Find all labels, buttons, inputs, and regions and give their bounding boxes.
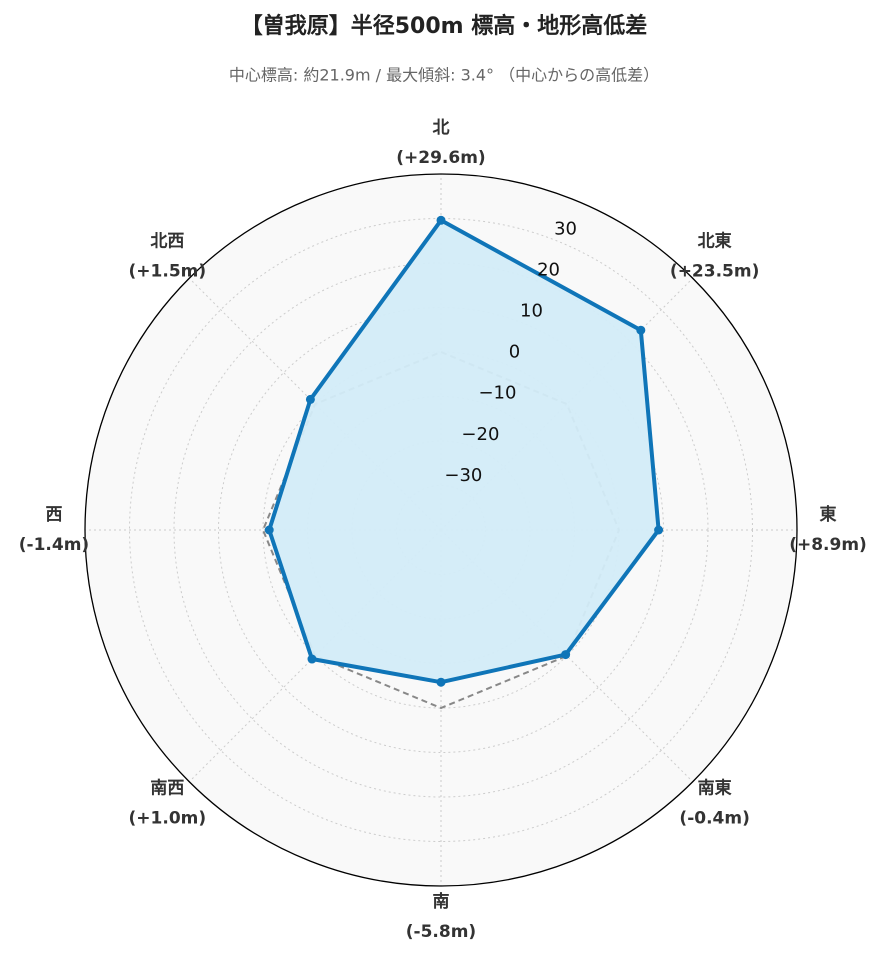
value-label: (-0.4m) [679,809,749,829]
data-point [305,394,315,404]
category-label: 南東 [698,778,732,799]
r-tick-label: 0 [509,342,520,363]
value-label: (+1.0m) [129,809,207,829]
chart-title: 【曽我原】半径500m 標高・地形高低差 [241,13,648,39]
value-label: (-1.4m) [19,535,89,555]
category-label: 西 [46,505,63,525]
outer-circle [84,173,798,887]
chart-subtitle: 中心標高: 約21.9m / 最大傾斜: 3.4° （中心からの高低差） [229,66,659,85]
spoke [188,277,442,531]
spoke [188,529,442,783]
category-label: 東 [820,504,837,525]
r-tick-label: 20 [537,259,560,280]
r-tick-label: 10 [520,301,543,322]
category-label: 南 [433,891,450,912]
value-label: (+1.5m) [129,261,207,281]
value-label: (+23.5m) [670,261,759,281]
category-label: 北西 [150,231,184,251]
r-tick-label: −30 [444,465,482,486]
value-label: (-5.8m) [406,922,476,942]
r-tick-label: 30 [554,218,577,239]
data-point [436,215,446,225]
grid-circle [218,307,664,753]
r-tick-label: −20 [461,424,499,445]
data-point [654,525,664,535]
data-point [264,525,274,535]
data-point [636,325,646,335]
value-label: (+29.6m) [396,148,485,168]
data-point [436,677,446,687]
spoke [440,529,694,783]
spoke [440,277,694,531]
data-point [307,654,317,664]
r-tick-label: −10 [478,383,516,404]
value-label: (+8.9m) [789,535,867,555]
data-point [561,650,571,660]
category-label: 南西 [150,778,184,799]
category-label: 北東 [698,230,732,251]
category-label: 北 [433,118,450,138]
